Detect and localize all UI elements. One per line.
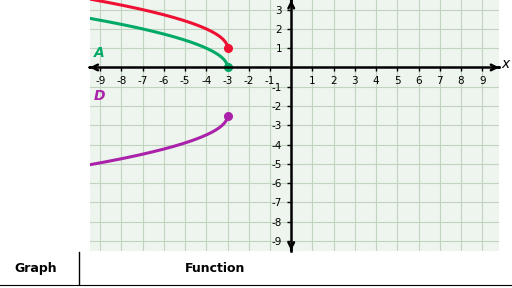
Text: x: x [501, 57, 509, 71]
Text: Function: Function [185, 262, 245, 275]
Text: Graph: Graph [14, 262, 57, 275]
Text: A: A [94, 46, 104, 60]
Text: D: D [94, 89, 105, 103]
